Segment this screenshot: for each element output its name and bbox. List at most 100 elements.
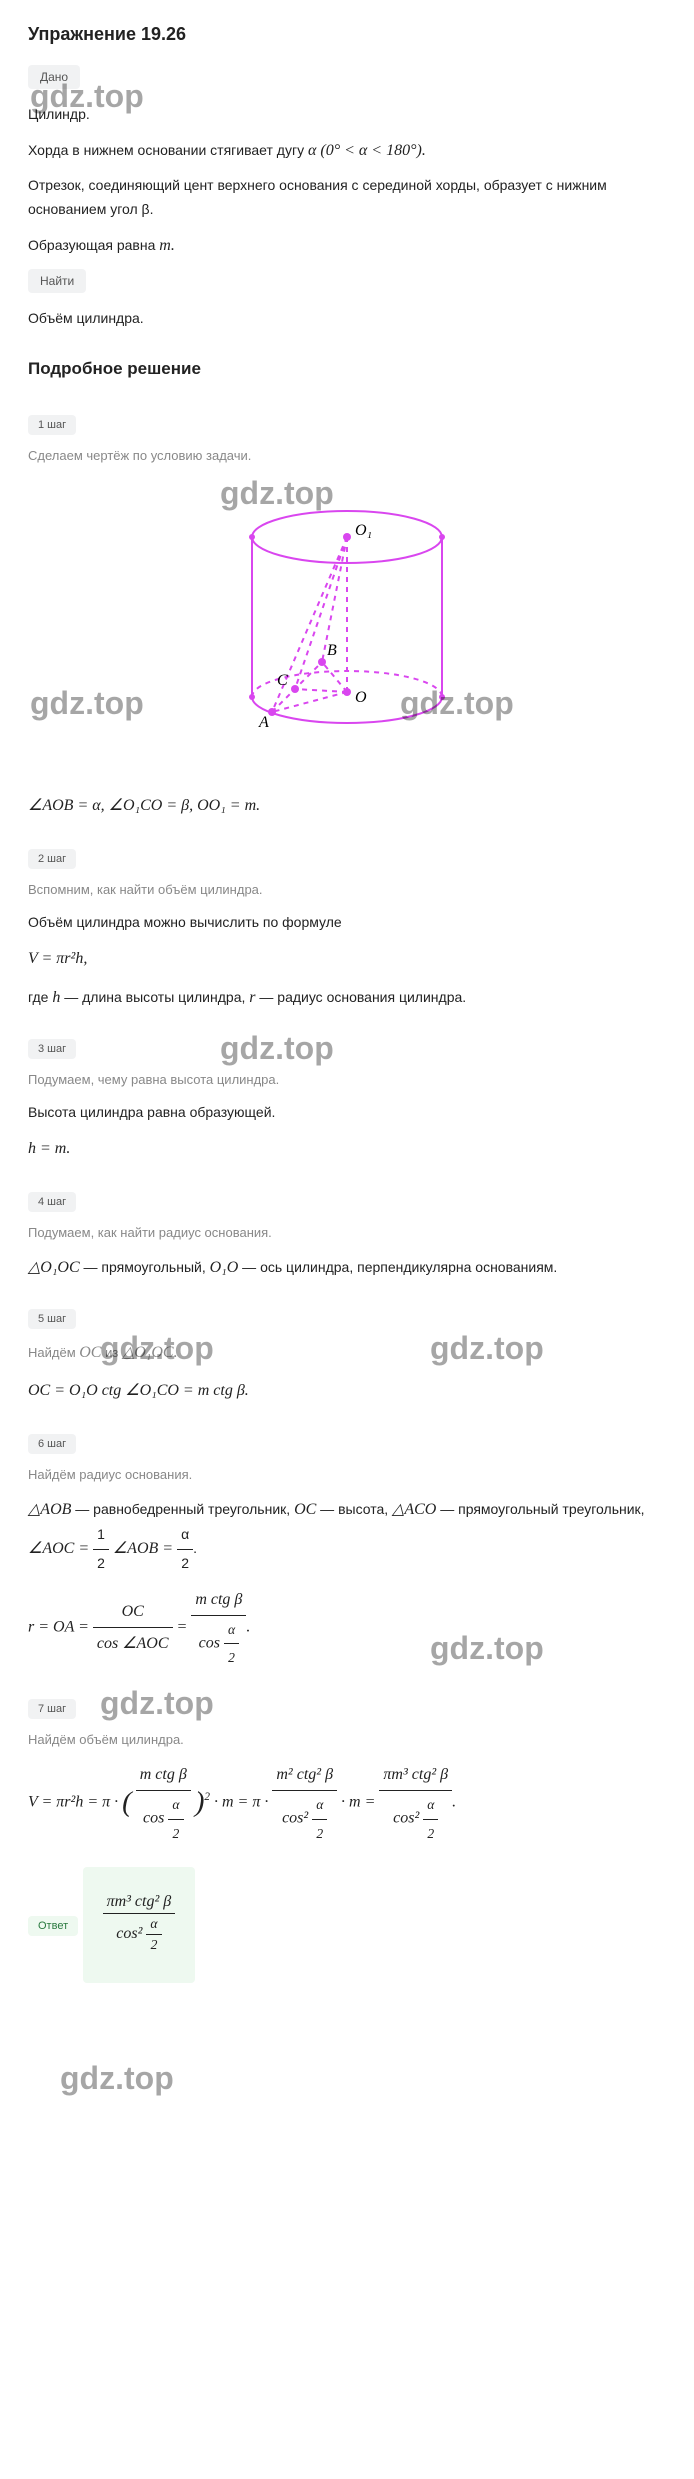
frac-num: α — [423, 1793, 438, 1819]
text: cos² — [393, 1810, 423, 1827]
frac-den: cos² α2 — [272, 1791, 337, 1844]
text: — прямоугольный треугольник, — [436, 1501, 644, 1517]
text: cos² — [116, 1925, 146, 1942]
text: Образующая равна — [28, 237, 159, 253]
math: ∠AOC = — [28, 1540, 93, 1557]
step-note: Вспомним, как найти объём цилиндра. — [28, 879, 666, 901]
frac-num: α — [146, 1916, 161, 1935]
math: OC — [79, 1344, 101, 1361]
frac-den: 2 — [146, 1935, 161, 1953]
step-pill: 7 шаг — [28, 1699, 76, 1719]
frac-den: cos α2 — [136, 1791, 191, 1844]
frac-num: πm³ ctg² β — [103, 1893, 176, 1914]
find-text: Объём цилиндра. — [28, 307, 666, 331]
given-line: Хорда в нижнем основании стягивает дугу … — [28, 137, 666, 164]
frac-num: m² ctg² β — [272, 1761, 337, 1791]
frac-den: 2 — [224, 1644, 239, 1669]
given-line: Образующая равна m. — [28, 232, 666, 259]
step-note: Найдём OC из △O₁OC. — [28, 1339, 666, 1366]
text: cos — [199, 1634, 224, 1651]
watermark: gdz.top — [60, 2060, 174, 2097]
math: · m = — [341, 1794, 379, 1811]
formula: V = πr²h, — [28, 945, 666, 972]
math: ∠AOB = — [113, 1540, 177, 1557]
frac-den: 2 — [312, 1820, 327, 1845]
formula: OC = O₁O ctg ∠O₁CO = m ctg β. — [28, 1377, 666, 1404]
label-O1: O₁ — [355, 522, 372, 539]
step-text: Объём цилиндра можно вычислить по формул… — [28, 911, 666, 935]
math: m. — [159, 237, 175, 254]
step-text: где h — длина высоты цилиндра, r — радиу… — [28, 984, 666, 1011]
text: Хорда в нижнем основании стягивает дугу — [28, 142, 308, 158]
frac-num: OC — [93, 1598, 173, 1628]
frac-num: 1 — [93, 1523, 109, 1550]
label-A: A — [258, 714, 269, 731]
step-note: Подумаем, чему равна высота цилиндра. — [28, 1069, 666, 1091]
step-pill: 6 шаг — [28, 1434, 76, 1454]
frac-num: m ctg β — [136, 1761, 191, 1791]
text: cos — [143, 1810, 168, 1827]
text: Найдём — [28, 1345, 79, 1360]
step-pill: 3 шаг — [28, 1039, 76, 1059]
step-note: Подумаем, как найти радиус основания. — [28, 1222, 666, 1244]
text: — равнобедренный треугольник, — [71, 1501, 294, 1517]
frac-den: 2 — [168, 1820, 183, 1845]
label-B: B — [327, 642, 337, 659]
math: △O₁OC. — [122, 1344, 178, 1361]
text: — ось цилиндра, перпендикулярна основани… — [238, 1259, 557, 1275]
frac-den: 2 — [93, 1550, 109, 1576]
text: — прямоугольный, — [80, 1259, 210, 1275]
math: r = OA = — [28, 1618, 93, 1635]
math: O₁O — [210, 1259, 239, 1276]
math: V = πr²h = π · — [28, 1794, 122, 1811]
exercise-title: Упражнение 19.26 — [28, 24, 666, 45]
step-pill: 4 шаг — [28, 1192, 76, 1212]
frac-den: 2 — [423, 1820, 438, 1845]
step-note: Найдём радиус основания. — [28, 1464, 666, 1486]
frac-num: α — [224, 1618, 239, 1644]
frac-num: α — [168, 1793, 183, 1819]
watermark: gdz.top — [100, 1685, 214, 1722]
answer-pill: Ответ — [28, 1916, 78, 1936]
frac-den: cos ∠AOC — [93, 1628, 173, 1657]
math: α (0° < α < 180°). — [308, 142, 426, 159]
label-C: C — [277, 672, 288, 689]
step-pill: 5 шаг — [28, 1309, 76, 1329]
given-pill: Дано — [28, 65, 80, 89]
frac-den: cos α2 — [191, 1616, 246, 1669]
frac-num: α — [312, 1793, 327, 1819]
formula: r = OA = OCcos ∠AOC = m ctg β cos α2 . — [28, 1586, 666, 1669]
find-pill: Найти — [28, 269, 86, 293]
cylinder-diagram: O₁ B C O A — [28, 497, 666, 762]
watermark: gdz.top — [220, 1030, 334, 1067]
text: — радиус основания цилиндра. — [256, 989, 467, 1005]
math: △ACO — [392, 1501, 436, 1518]
answer-box: πm³ ctg² β cos² α2 — [83, 1867, 196, 1983]
frac-num: α — [177, 1523, 193, 1550]
step-text: Высота цилиндра равна образующей. — [28, 1101, 666, 1125]
text: — высота, — [316, 1501, 392, 1517]
formula: V = πr²h = π · ( m ctg β cos α2 )2 · m =… — [28, 1761, 666, 1844]
math: OC — [294, 1501, 316, 1518]
step-note: Сделаем чертёж по условию задачи. — [28, 445, 666, 467]
frac-den: cos² α2 — [103, 1914, 176, 1953]
frac-den: 2 — [177, 1550, 193, 1576]
step-note: Найдём объём цилиндра. — [28, 1729, 666, 1751]
step-text: △O₁OC — прямоугольный, O₁O — ось цилиндр… — [28, 1254, 666, 1281]
step-pill: 2 шаг — [28, 849, 76, 869]
text: — длина высоты цилиндра, — [60, 989, 249, 1005]
text: cos² — [282, 1810, 312, 1827]
math: △AOB — [28, 1501, 71, 1518]
math: · m = π · — [214, 1794, 272, 1811]
frac-den: cos² α2 — [379, 1791, 452, 1844]
math: = — [177, 1618, 192, 1635]
frac-num: m ctg β — [191, 1586, 246, 1616]
text: из — [101, 1345, 121, 1360]
formula: h = m. — [28, 1135, 666, 1162]
frac-num: πm³ ctg² β — [379, 1761, 452, 1791]
diagram-equation: ∠AOB = α, ∠O₁CO = β, OO₁ = m. — [28, 792, 666, 819]
solution-title: Подробное решение — [28, 359, 666, 379]
text: где — [28, 989, 52, 1005]
step-text: △AOB — равнобедренный треугольник, OC — … — [28, 1496, 666, 1576]
given-line: Отрезок, соединяющий цент верхнего основ… — [28, 174, 666, 222]
